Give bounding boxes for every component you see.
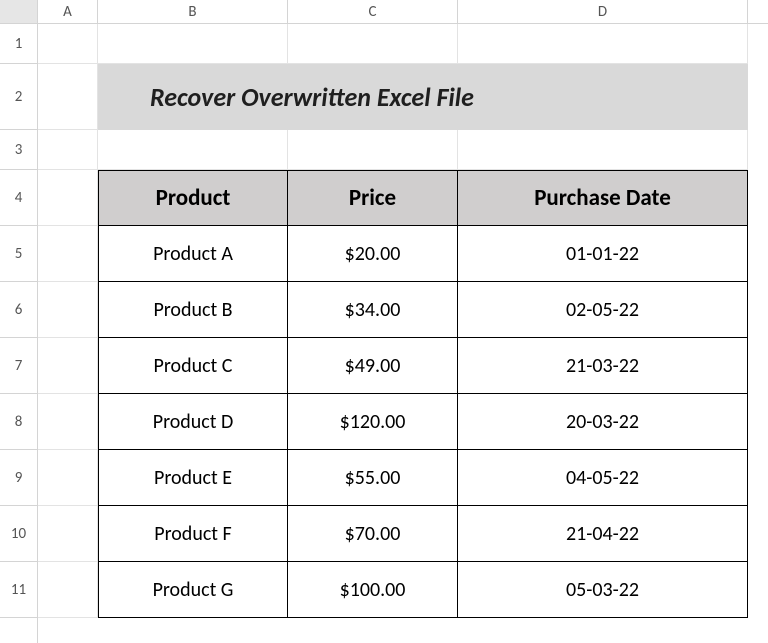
- col-header-C[interactable]: C: [288, 0, 458, 23]
- row-header-3[interactable]: 3: [0, 130, 37, 170]
- cell-product[interactable]: Product F: [98, 506, 288, 562]
- cell-price[interactable]: $70.00: [288, 506, 458, 562]
- cell-A6[interactable]: [38, 282, 98, 338]
- cell-price[interactable]: $100.00: [288, 562, 458, 618]
- row-header-10[interactable]: 10: [0, 506, 37, 562]
- row-header-1[interactable]: 1: [0, 24, 37, 64]
- cell-grid: Recover Overwritten Excel File Product P…: [38, 24, 768, 643]
- cell-price[interactable]: $34.00: [288, 282, 458, 338]
- cell-A9[interactable]: [38, 450, 98, 506]
- grid-row-1: [38, 24, 768, 64]
- col-header-B[interactable]: B: [98, 0, 288, 23]
- grid-row-4: Product Price Purchase Date: [38, 170, 768, 226]
- row-header-7[interactable]: 7: [0, 338, 37, 394]
- cell-D1[interactable]: [458, 24, 748, 64]
- cell-D3[interactable]: [458, 130, 748, 170]
- title-text: Recover Overwritten Excel File: [150, 81, 474, 113]
- cell-date[interactable]: 04-05-22: [458, 450, 748, 506]
- cell-product[interactable]: Product G: [98, 562, 288, 618]
- title-cell[interactable]: Recover Overwritten Excel File: [98, 64, 748, 130]
- cell-price[interactable]: $120.00: [288, 394, 458, 450]
- row-header-8[interactable]: 8: [0, 394, 37, 450]
- row-header-4[interactable]: 4: [0, 170, 37, 226]
- cell-date[interactable]: 21-04-22: [458, 506, 748, 562]
- cell-date[interactable]: 05-03-22: [458, 562, 748, 618]
- select-all-corner[interactable]: [0, 0, 38, 23]
- table-row: Product E $55.00 04-05-22: [38, 450, 768, 506]
- cell-price[interactable]: $49.00: [288, 338, 458, 394]
- row-headers-col: 1 2 3 4 5 6 7 8 9 10 11: [0, 24, 38, 643]
- col-header-D[interactable]: D: [458, 0, 748, 23]
- cell-A4[interactable]: [38, 170, 98, 226]
- row-header-2[interactable]: 2: [0, 64, 37, 130]
- grid-row-2: Recover Overwritten Excel File: [38, 64, 768, 130]
- table-header-date[interactable]: Purchase Date: [458, 170, 748, 226]
- table-row: Product A $20.00 01-01-22: [38, 226, 768, 282]
- cell-product[interactable]: Product D: [98, 394, 288, 450]
- cell-A2[interactable]: [38, 64, 98, 130]
- cell-B1[interactable]: [98, 24, 288, 64]
- row-header-6[interactable]: 6: [0, 282, 37, 338]
- cell-date[interactable]: 20-03-22: [458, 394, 748, 450]
- row-header-9[interactable]: 9: [0, 450, 37, 506]
- table-row: Product D $120.00 20-03-22: [38, 394, 768, 450]
- cell-B3[interactable]: [98, 130, 288, 170]
- table-row: Product G $100.00 05-03-22: [38, 562, 768, 618]
- table-header-price[interactable]: Price: [288, 170, 458, 226]
- cell-A7[interactable]: [38, 338, 98, 394]
- spreadsheet: A B C D 1 2 3 4 5 6 7 8 9 10 11: [0, 0, 768, 643]
- table-header-product[interactable]: Product: [98, 170, 288, 226]
- cell-A3[interactable]: [38, 130, 98, 170]
- cell-date[interactable]: 01-01-22: [458, 226, 748, 282]
- grid-row-3: [38, 130, 768, 170]
- table-row: Product C $49.00 21-03-22: [38, 338, 768, 394]
- cell-A10[interactable]: [38, 506, 98, 562]
- cell-A11[interactable]: [38, 562, 98, 618]
- cell-date[interactable]: 02-05-22: [458, 282, 748, 338]
- sheet-body: 1 2 3 4 5 6 7 8 9 10 11 Reco: [0, 24, 768, 643]
- row-header-11[interactable]: 11: [0, 562, 37, 618]
- cell-A5[interactable]: [38, 226, 98, 282]
- cell-C3[interactable]: [288, 130, 458, 170]
- col-header-A[interactable]: A: [38, 0, 98, 23]
- cell-date[interactable]: 21-03-22: [458, 338, 748, 394]
- cell-product[interactable]: Product A: [98, 226, 288, 282]
- cell-product[interactable]: Product E: [98, 450, 288, 506]
- table-row: Product B $34.00 02-05-22: [38, 282, 768, 338]
- cell-A1[interactable]: [38, 24, 98, 64]
- cell-product[interactable]: Product C: [98, 338, 288, 394]
- cell-price[interactable]: $20.00: [288, 226, 458, 282]
- table-row: Product F $70.00 21-04-22: [38, 506, 768, 562]
- cell-A8[interactable]: [38, 394, 98, 450]
- row-header-5[interactable]: 5: [0, 226, 37, 282]
- cell-product[interactable]: Product B: [98, 282, 288, 338]
- cell-C1[interactable]: [288, 24, 458, 64]
- column-headers-row: A B C D: [0, 0, 768, 24]
- cell-price[interactable]: $55.00: [288, 450, 458, 506]
